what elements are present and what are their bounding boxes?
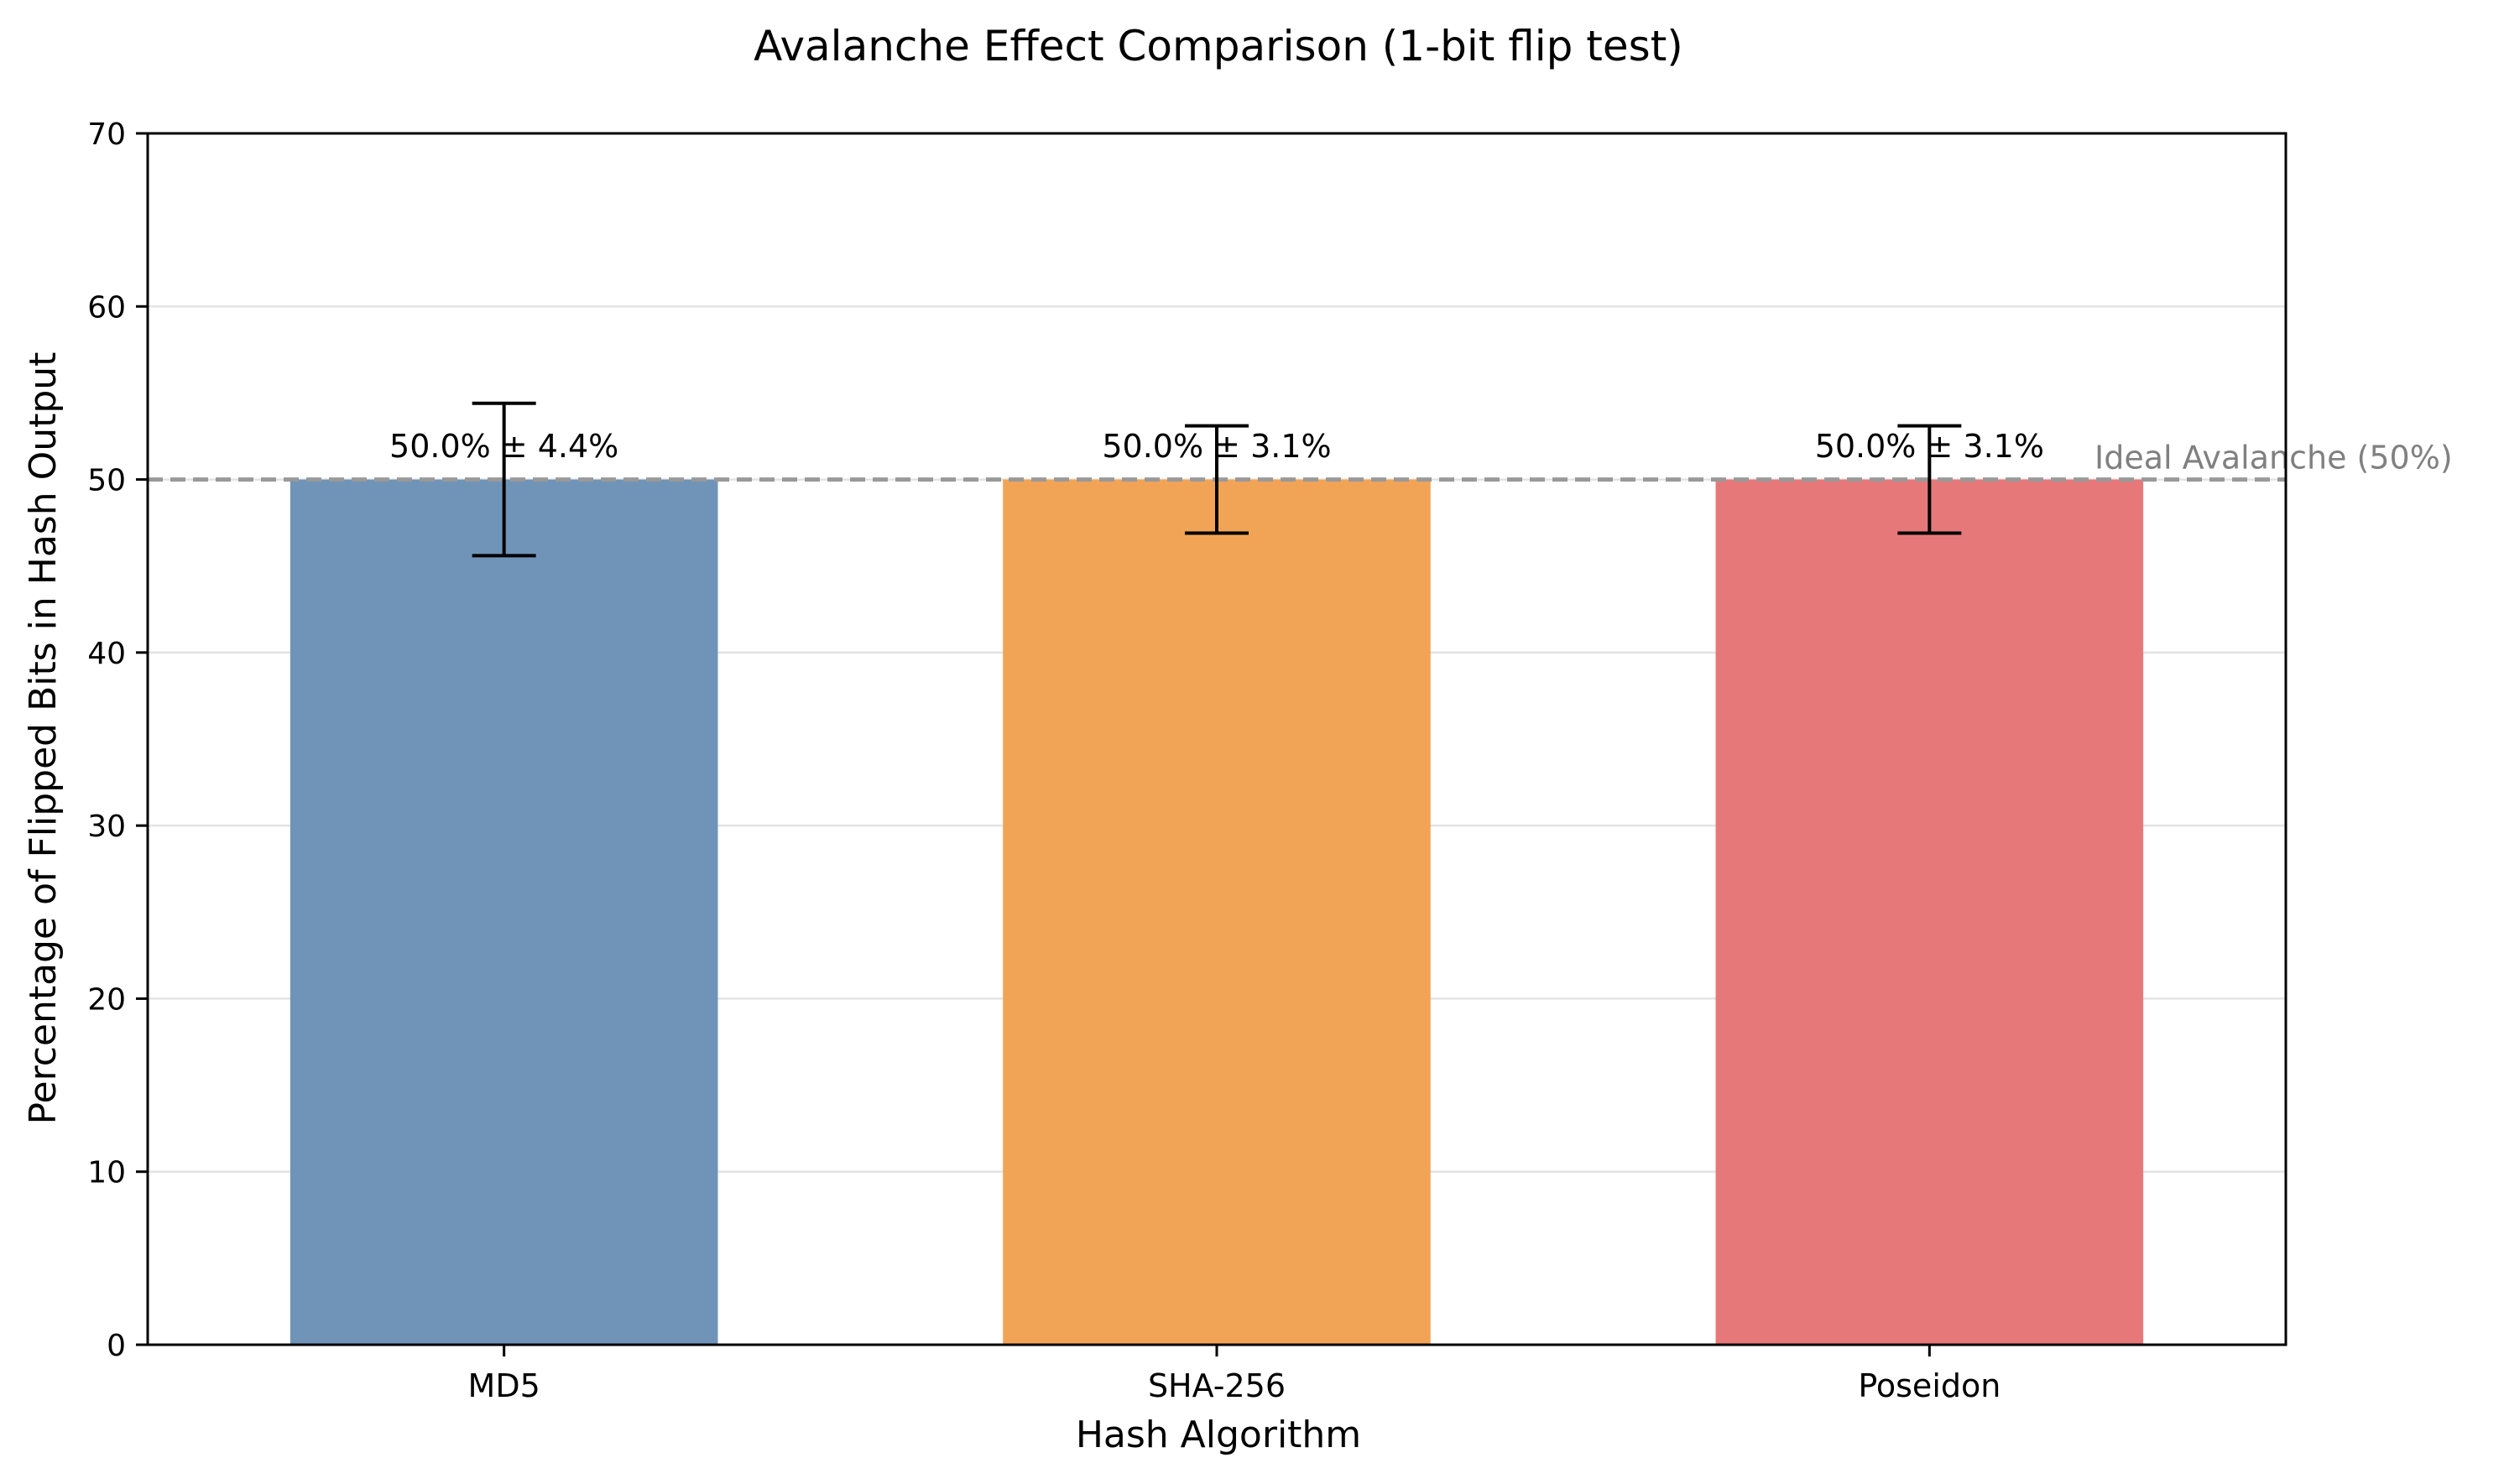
- reference-line-label: Ideal Avalanche (50%): [2094, 440, 2453, 476]
- bar-value-label: 50.0% ± 3.1%: [1102, 428, 1331, 465]
- y-tick-label: 50: [87, 464, 126, 498]
- y-tick-label: 70: [87, 117, 126, 152]
- bar-md5: [290, 479, 718, 1345]
- error-bars: [472, 401, 1962, 558]
- x-tick-label: SHA-256: [1148, 1367, 1286, 1404]
- y-axis-label: Percentage of Flipped Bits in Hash Outpu…: [22, 352, 65, 1125]
- x-tick-label: Poseidon: [1858, 1367, 2001, 1404]
- bar-value-label: 50.0% ± 4.4%: [389, 428, 618, 465]
- y-tick-label: 20: [87, 982, 126, 1017]
- bar-poseidon: [1715, 479, 2144, 1345]
- x-axis-label: Hash Algorithm: [1076, 1414, 1361, 1456]
- bar-value-labels: 50.0% ± 4.4% 50.0% ± 3.1% 50.0% ± 3.1%: [389, 428, 2044, 465]
- x-tick-label: MD5: [468, 1367, 540, 1404]
- bars: [290, 479, 2144, 1345]
- y-tick-label: 30: [87, 810, 126, 844]
- y-tick-label: 10: [87, 1156, 126, 1190]
- y-tick-label: 40: [87, 637, 126, 671]
- bar-value-label: 50.0% ± 3.1%: [1815, 428, 2044, 465]
- chart-title: Avalanche Effect Comparison (1-bit flip …: [754, 22, 1683, 70]
- y-tick-label: 0: [107, 1329, 126, 1363]
- axes: 0 10 20 30 40 50 60 70 MD5 SHA-256 Poseidon: [87, 117, 2288, 1404]
- y-tick-label: 60: [87, 290, 126, 325]
- bar-sha-256: [1003, 479, 1431, 1345]
